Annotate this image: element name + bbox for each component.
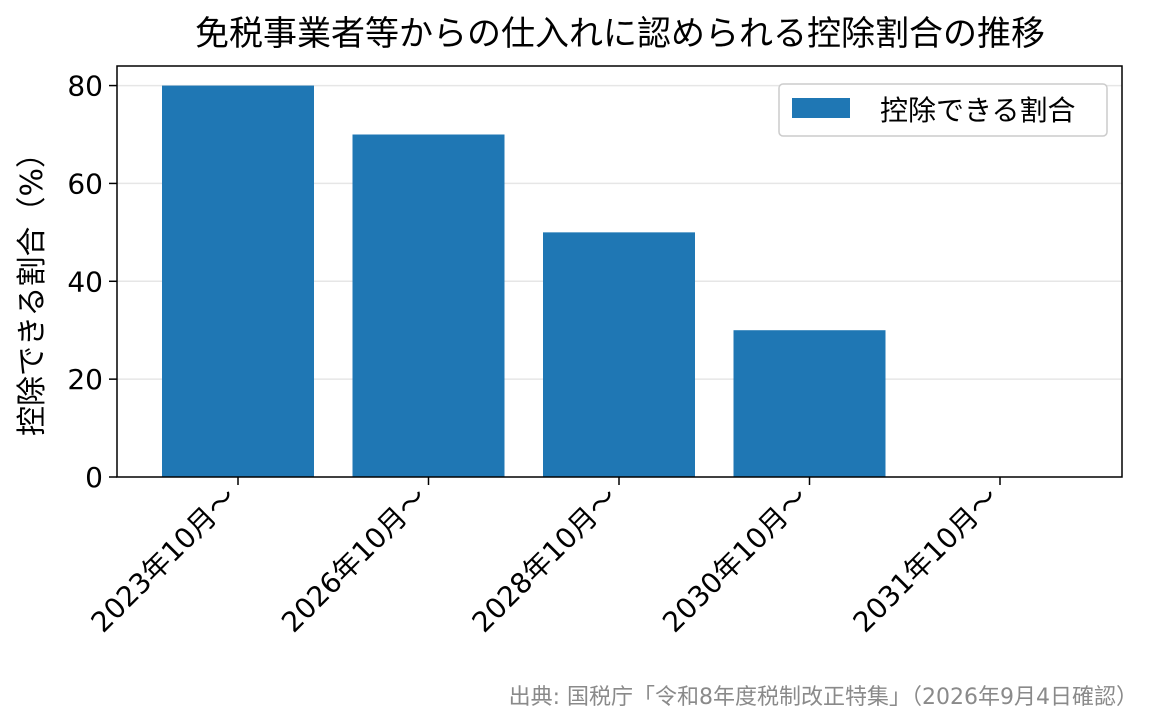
bars-layer bbox=[162, 85, 886, 478]
bar bbox=[733, 330, 886, 477]
y-tick-label: 80 bbox=[67, 70, 103, 103]
x-tick-label: 2026年10月〜 bbox=[275, 481, 433, 639]
legend: 控除できる割合 bbox=[778, 83, 1108, 137]
legend-swatch bbox=[792, 98, 850, 118]
y-tick-label: 20 bbox=[67, 363, 103, 396]
y-tick-label: 40 bbox=[67, 265, 103, 298]
legend-label: 控除できる割合 bbox=[880, 94, 1075, 127]
legend-box bbox=[778, 83, 1108, 137]
chart-title: 免税事業者等からの仕入れに認められる控除割合の推移 bbox=[195, 14, 1045, 54]
x-tick-label: 2030年10月〜 bbox=[656, 481, 814, 639]
y-axis-label: 控除できる割合（%） bbox=[15, 138, 50, 436]
bar bbox=[543, 232, 695, 477]
y-tick-label: 0 bbox=[85, 461, 103, 494]
x-tick-label: 2031年10月〜 bbox=[847, 481, 1005, 639]
y-tick-label: 60 bbox=[67, 167, 103, 200]
source-note: 出典: 国税庁「令和8年度税制改正特集」（2026年9月4日確認） bbox=[509, 685, 1138, 710]
x-tick-label: 2028年10月〜 bbox=[466, 481, 624, 639]
bar bbox=[352, 134, 505, 477]
x-tick-label: 2023年10月〜 bbox=[85, 481, 243, 639]
bar bbox=[162, 85, 314, 478]
